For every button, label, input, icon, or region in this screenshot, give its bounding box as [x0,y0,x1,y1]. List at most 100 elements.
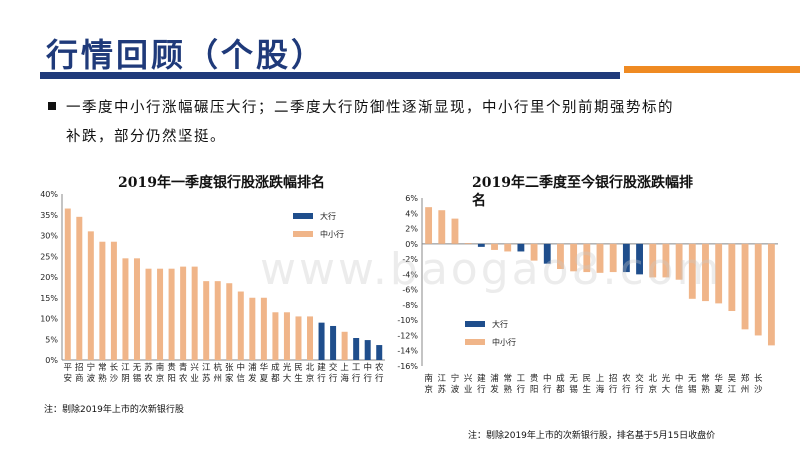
chart2-bar [543,243,551,264]
chart1-x-tick-label: 行 [329,373,338,384]
chart1-x-tick-label: 常 [98,362,107,373]
chart1-x-tick-label: 江 [121,363,130,373]
chart1-y-tick-label: 5% [45,335,58,344]
chart1-x-tick-label: 行 [363,373,372,384]
chart2-x-tick-label: 贵 [530,373,539,384]
chart2-x-tick-label: 行 [609,384,618,395]
bullet-line-2: 补跌，部分仍然坚挺。 [66,129,226,145]
chart1-y-tick-label: 40% [40,190,58,199]
chart1-bar [237,291,244,360]
chart1-legend-label: 大行 [320,211,336,221]
chart1-legend-swatch [293,213,313,219]
chart1-y-tick-label: 10% [40,315,58,324]
chart1-x-tick-label: 发 [248,373,257,384]
chart1-x-tick-label: 平 [64,363,73,373]
chart2-y-tick-label: -14% [397,347,418,356]
chart1-x-tick-label: 都 [271,374,280,384]
chart2-y-tick-label: -16% [397,362,418,371]
chart1-y-tick-label: 0% [45,356,58,365]
chart2-bar [728,243,736,312]
title-rule-orange [624,66,800,73]
chart2-x-tick-label: 上 [596,374,605,384]
chart1-x-tick-label: 交 [329,362,338,373]
chart1-bar [283,312,290,360]
chart2-x-tick-label: 中 [543,373,552,384]
chart1-bar [214,281,221,360]
watermark: www.baogao8.com [260,244,723,295]
chart2-y-tick-label: 6% [405,194,418,203]
chart2-x-tick-label: 行 [635,384,644,395]
chart1-x-tick-label: 宁 [87,362,96,373]
chart1-x-tick-label: 波 [87,373,96,384]
chart2-y-tick-label: -8% [402,301,418,310]
chart2-bar [702,243,709,302]
chart2-bar [517,243,525,252]
chart2-bar [649,243,657,278]
chart2-x-tick-label: 招 [609,373,618,384]
chart1-bar [272,312,279,360]
chart2-bar [715,243,723,304]
chart2-x-tick-label: 中 [675,373,684,384]
chart1-x-tick-label: 江 [202,363,211,373]
chart1-x-tick-label: 张 [225,363,234,373]
chart2-x-tick-label: 大 [662,384,671,395]
chart1-x-tick-label: 中 [237,362,246,373]
page-title: 行情回顾（个股） [46,36,327,74]
chart1-x-tick-label: 浦 [248,362,257,373]
chart2-x-tick-label: 行 [517,384,526,395]
chart2-x-tick-label: 浦 [490,373,499,384]
chart1-x-tick-label: 农 [179,373,188,384]
chart1-x-tick-label: 建 [317,362,326,373]
chart1-bar [122,258,129,360]
chart1-x-tick-label: 杭 [213,362,222,373]
chart1-x-tick-label: 家 [225,373,234,384]
chart2-x-tick-label: 宁 [451,373,460,384]
chart2-x-tick-label: 夏 [714,385,723,395]
chart1-x-tick-label: 贵 [167,362,176,373]
chart1-x-tick-label: 阳 [167,374,176,384]
chart1-x-tick-label: 华 [260,362,269,373]
chart2-x-tick-label: 行 [477,384,486,395]
chart1-x-tick-label: 业 [190,373,199,384]
chart2-legend-label: 中小行 [492,337,516,347]
chart2-x-tick-label: 农 [622,373,631,384]
chart1-x-tick-label: 招 [75,362,84,373]
chart1-bar [145,268,152,360]
chart1-bar [307,316,314,360]
chart1-x-tick-label: 农 [144,373,153,384]
chart2-x-tick-label: 海 [596,384,605,395]
chart2-x-tick-label: 无 [688,374,697,384]
chart2-x-tick-label: 江 [728,385,737,395]
chart2-bar [464,243,472,244]
chart1-bar [157,268,164,360]
bullet-text: 一季度中小行涨幅碾压大行；二季度大行防御性逐渐显现，中小行里个别前期强势标的 补… [66,94,746,152]
chart2-y-tick-label: -10% [397,316,418,325]
chart2-bar [425,207,433,244]
chart2-x-tick-label: 无 [569,374,578,384]
chart1-x-tick-label: 熟 [98,373,107,384]
chart1-x-tick-label: 民 [294,363,303,373]
chart1-x-tick-label: 海 [340,373,349,384]
chart2-x-tick-label: 江 [438,374,447,384]
chart2-x-tick-label: 华 [714,373,723,384]
chart2-x-tick-label: 行 [543,384,552,395]
chart2-x-tick-label: 锡 [688,385,697,395]
chart1-x-tick-label: 上 [340,363,349,373]
chart1-bar [203,281,210,360]
chart2-x-tick-label: 民 [583,374,592,384]
chart2-bar [477,243,485,247]
chart2-bar [767,243,775,346]
chart2-bar [557,243,564,270]
chart2-bar [491,243,498,250]
chart1-x-tick-label: 行 [352,373,361,384]
chart2-x-tick-label: 光 [662,373,671,384]
chart2-x-tick-label: 京 [424,384,433,395]
chart2-x-tick-label: 建 [477,373,486,384]
chart1-x-tick-label: 京 [156,373,165,384]
chart2-bar [636,243,643,275]
chart2-x-tick-label: 发 [490,384,499,395]
chart1-y-tick-label: 35% [40,211,58,220]
chart1-x-tick-label: 商 [75,373,84,384]
chart2-x-tick-label: 业 [464,384,473,395]
chart2-bar [583,243,591,273]
